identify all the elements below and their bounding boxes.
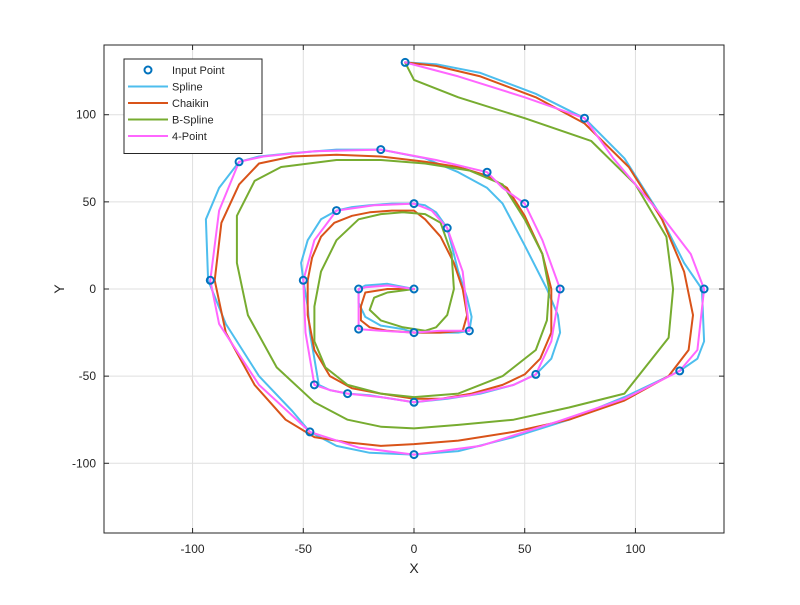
legend-label-chaikin: Chaikin — [172, 98, 209, 110]
x-tick-label: 100 — [625, 542, 645, 556]
x-axis-label: X — [409, 560, 419, 576]
legend-items: Input Point Spline Chaikin B-Spline 4-Point — [128, 65, 225, 143]
input-point-marker — [332, 206, 341, 216]
input-point-marker — [205, 275, 215, 285]
input-point-marker — [354, 284, 364, 294]
series-group — [204, 61, 706, 456]
x-tick-label: -100 — [181, 542, 205, 556]
input-point-marker — [305, 427, 315, 437]
input-point-marker — [409, 284, 419, 294]
input-point-marker — [531, 369, 541, 379]
input-point-marker — [675, 366, 685, 376]
input-points-group — [205, 57, 709, 460]
input-point-marker — [699, 284, 709, 294]
input-point-marker — [234, 157, 244, 167]
input-point-marker — [409, 397, 419, 407]
series-line-b-spline — [235, 61, 675, 430]
y-axis-label: Y — [51, 284, 67, 294]
input-point-marker — [464, 326, 474, 336]
input-point-marker — [409, 450, 419, 460]
input-point-marker — [409, 328, 419, 338]
legend-label-input-point: Input Point — [172, 65, 225, 77]
x-tick-label: -50 — [295, 542, 313, 556]
input-point-marker — [442, 223, 452, 233]
y-tick-label: -100 — [72, 456, 96, 470]
input-point-marker — [555, 284, 565, 294]
legend-box — [123, 58, 263, 154]
legend-marker-input-point — [143, 65, 153, 75]
series-line-chaikin — [213, 61, 694, 447]
series-line-4-point — [209, 61, 706, 456]
input-point-marker — [482, 167, 492, 177]
input-point-marker — [376, 145, 386, 155]
legend-label-4-point: 4-Point — [172, 131, 207, 143]
input-point-marker — [298, 275, 308, 285]
input-point-marker — [580, 113, 589, 123]
y-tick-label: 50 — [83, 195, 97, 209]
y-tick-label: 100 — [76, 108, 96, 122]
x-tick-label: 0 — [411, 542, 418, 556]
input-point-marker — [354, 324, 364, 334]
legend-label-b-spline: B-Spline — [172, 115, 214, 127]
legend: Input Point Spline Chaikin B-Spline 4-Point — [123, 58, 263, 154]
x-tick-label: 50 — [518, 542, 532, 556]
input-point-marker — [400, 57, 410, 67]
y-tick-label: -50 — [79, 369, 97, 383]
y-tick-label: 0 — [89, 282, 96, 296]
input-point-marker — [343, 389, 353, 399]
input-point-marker — [520, 199, 530, 209]
legend-label-spline: Spline — [172, 82, 203, 94]
tick-labels: -100 -50 0 50 100 100 50 0 -50 -100 — [72, 45, 724, 556]
input-point-marker — [409, 199, 419, 209]
input-point-marker — [309, 380, 319, 390]
